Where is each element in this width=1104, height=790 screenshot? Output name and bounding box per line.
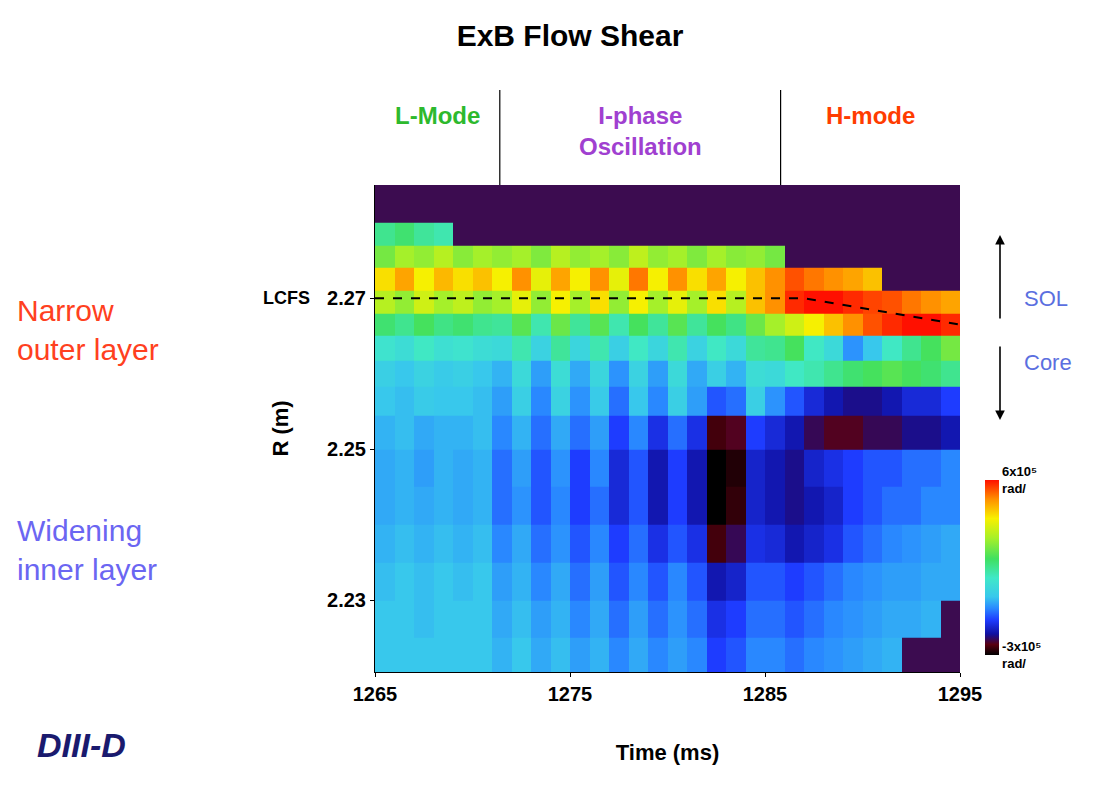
svg-text:SOL: SOL: [1024, 286, 1068, 311]
svg-text:L-Mode: L-Mode: [395, 102, 480, 129]
svg-text:-3x10⁵rad/: -3x10⁵rad/: [1002, 639, 1041, 671]
svg-text:2.25: 2.25: [327, 438, 366, 460]
svg-text:1265: 1265: [353, 683, 398, 705]
svg-text:1275: 1275: [548, 683, 593, 705]
svg-text:6x10⁵rad/: 6x10⁵rad/: [1002, 464, 1037, 496]
svg-text:Time (ms): Time (ms): [616, 740, 720, 765]
svg-text:Narrowouter layer: Narrowouter layer: [17, 294, 159, 366]
svg-text:ExB Flow Shear: ExB Flow Shear: [457, 19, 684, 52]
svg-text:Wideninginner layer: Wideninginner layer: [17, 514, 157, 586]
svg-text:H-mode: H-mode: [826, 102, 915, 129]
svg-text:DIII-D: DIII-D: [37, 726, 126, 764]
svg-text:LCFS: LCFS: [263, 288, 310, 308]
svg-text:1295: 1295: [938, 683, 983, 705]
svg-text:2.23: 2.23: [327, 589, 366, 611]
svg-text:1285: 1285: [743, 683, 788, 705]
svg-text:R (m): R (m): [268, 400, 293, 456]
svg-text:2.27: 2.27: [327, 287, 366, 309]
svg-text:Core: Core: [1024, 350, 1072, 375]
svg-text:I-phaseOscillation: I-phaseOscillation: [579, 102, 702, 160]
